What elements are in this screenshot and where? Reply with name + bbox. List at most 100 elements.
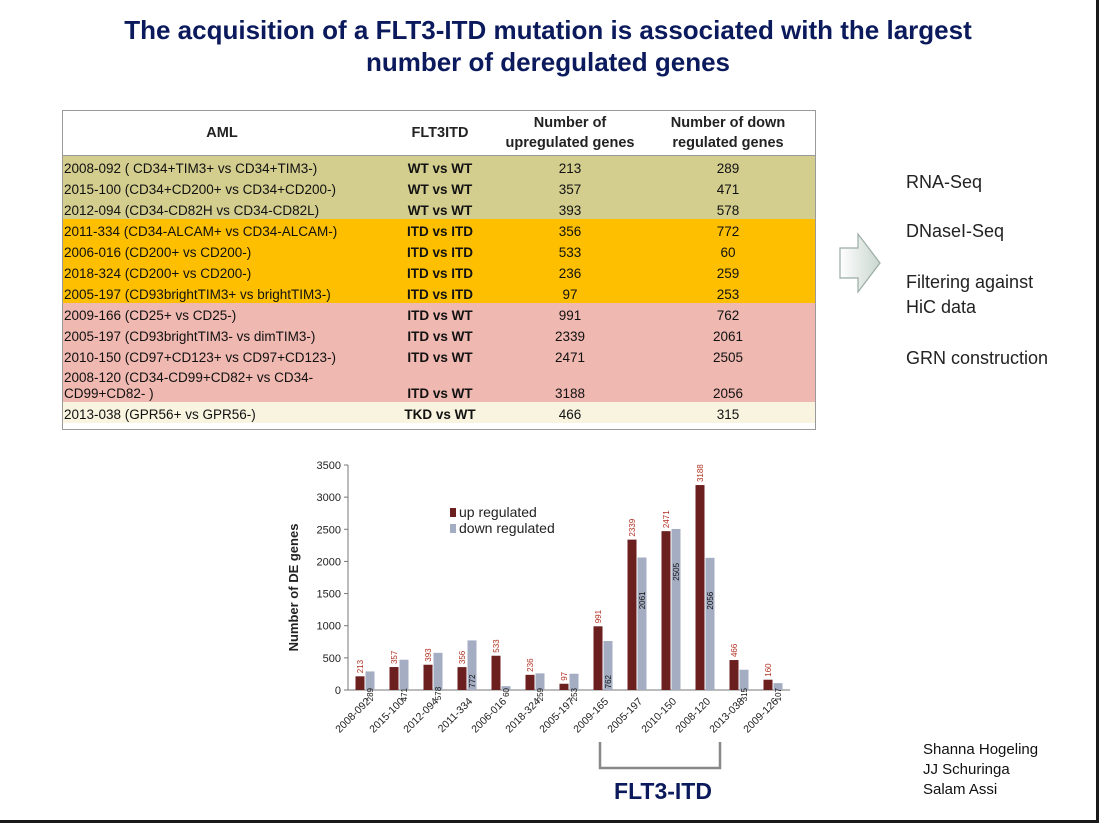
cell-down: 259 (641, 261, 815, 282)
data-label-down: 2056 (706, 591, 715, 609)
data-label-down: 259 (536, 687, 545, 701)
legend-swatch (450, 524, 456, 533)
bar-up-2013-038 (729, 660, 739, 690)
header-upregulated: Number of upregulated genes (499, 111, 641, 156)
bar-up-2010-150 (661, 531, 671, 690)
bar-down-2008-092 (365, 671, 375, 690)
data-label-up: 236 (526, 658, 535, 672)
author-3: Salam Assi (923, 781, 998, 798)
bar-down-2005-197 (569, 673, 579, 690)
data-label-down: 772 (468, 674, 477, 688)
data-label-up: 356 (458, 650, 467, 664)
data-label-up: 533 (492, 639, 501, 653)
de-genes-table: AML FLT3ITD Number of upregulated genes … (62, 110, 816, 430)
bar-down-2009-165 (603, 641, 613, 690)
cell-down: 289 (641, 155, 815, 177)
cell-flt3itd: ITD vs WT (381, 324, 499, 345)
y-tick-label: 500 (323, 653, 341, 665)
bar-down-2010-150 (671, 528, 681, 690)
bar-up-2009-165 (593, 626, 603, 690)
de-genes-bar-chart: 0 500 1000 1500 2000 2500 3000 3500 Number of DE… (286, 460, 790, 736)
cell-down: 2056 (641, 366, 815, 402)
header-down-line1: Number of down (670, 115, 786, 131)
x-tick-label: 2006-016 (469, 696, 509, 736)
cell-down: 578 (641, 198, 815, 219)
bar-up-2005-197 (559, 683, 569, 690)
x-tick-label: 2010-150 (639, 696, 679, 736)
table-row: 2010-150 (CD97+CD123+ vs CD97+CD123-) IT… (63, 345, 815, 366)
data-label-up: 393 (424, 648, 433, 662)
title-line-1: The acquisition of a FLT3-ITD mutation i… (124, 15, 972, 45)
cell-aml: 2015-100 (CD34+CD200+ vs CD34+CD200-) (63, 177, 381, 198)
cell-aml: 2010-150 (CD97+CD123+ vs CD97+CD123-) (63, 345, 381, 366)
header-downregulated: Number of down regulated genes (641, 111, 815, 156)
y-tick-label: 1000 (317, 621, 341, 633)
cell-flt3itd: ITD vs WT (381, 303, 499, 324)
data-label-down: 107 (774, 687, 783, 701)
slide-title: The acquisition of a FLT3-ITD mutation i… (20, 14, 1076, 78)
table-row: 2005-197 (CD93brightTIM3+ vs brightTIM3-… (63, 282, 815, 303)
cell-aml: 2008-092 ( CD34+TIM3+ vs CD34+TIM3-) (63, 155, 381, 177)
cell-aml: 2012-094 (CD34-CD82H vs CD34-CD82L) (63, 198, 381, 219)
chevron-right-arrow-icon (839, 232, 881, 294)
cell-down: 253 (641, 282, 815, 303)
table-row: 2009-166 (CD25+ vs CD25-) ITD vs WT 991 … (63, 303, 815, 324)
cell-flt3itd: ITD vs ITD (381, 261, 499, 282)
table-row: 2006-016 (CD200+ vs CD200-) ITD vs ITD 5… (63, 240, 815, 261)
y-tick-label: 0 (335, 685, 341, 697)
cell-up: 213 (499, 155, 641, 177)
x-tick-label: 2008-120 (673, 696, 713, 736)
header-up-line2: upregulated genes (505, 135, 635, 151)
bar-down-2005-197 (637, 557, 647, 690)
table-row: 2008-120 (CD34-CD99+CD82+ vs CD34-CD99+C… (63, 366, 815, 402)
bar-down-2015-100 (399, 659, 409, 690)
cell-up: 357 (499, 177, 641, 198)
table-header-row: AML FLT3ITD Number of upregulated genes … (63, 111, 815, 156)
cell-down: 2505 (641, 345, 815, 366)
data-label-up: 991 (594, 609, 603, 623)
side-item-rna-seq: RNA-Seq (906, 172, 983, 192)
cell-down: 762 (641, 303, 815, 324)
cell-up: 97 (499, 282, 641, 303)
cell-flt3itd: ITD vs WT (381, 366, 499, 402)
table-row: 2018-324 (CD200+ vs CD200-) ITD vs ITD 2… (63, 261, 815, 282)
data-label-down: 471 (400, 687, 409, 701)
data-label-up: 97 (560, 671, 569, 680)
x-tick-label: 2018-324 (503, 696, 543, 736)
cell-flt3itd: ITD vs WT (381, 345, 499, 366)
title-line-2: number of deregulated genes (365, 47, 731, 77)
table-row: 2008-092 ( CD34+TIM3+ vs CD34+TIM3-) WT … (63, 155, 815, 177)
table-row: 2005-197 (CD93brightTIM3- vs dimTIM3-) I… (63, 324, 815, 345)
y-tick-label: 3500 (317, 460, 341, 472)
data-label-up: 160 (764, 663, 773, 677)
cell-flt3itd: WT vs WT (381, 177, 499, 198)
cell-down: 471 (641, 177, 815, 198)
y-tick-label: 3000 (317, 492, 341, 504)
cell-up: 356 (499, 219, 641, 240)
bar-up-2008-120 (695, 485, 705, 690)
data-label-up: 357 (390, 650, 399, 664)
cell-flt3itd: TKD vs WT (381, 402, 499, 423)
x-tick-label: 2008-092 (333, 696, 373, 736)
data-label-down: 315 (740, 687, 749, 701)
data-label-down: 253 (570, 687, 579, 701)
header-up-line1: Number of (533, 115, 607, 131)
legend-swatch (450, 508, 456, 517)
cell-aml: 2013-038 (GPR56+ vs GPR56-) (63, 402, 381, 423)
bar-down-2018-324 (535, 673, 545, 690)
bar-up-2005-197 (627, 539, 637, 690)
cell-aml: 2005-197 (CD93brightTIM3- vs dimTIM3-) (63, 324, 381, 345)
cell-flt3itd: ITD vs ITD (381, 219, 499, 240)
bar-down-2013-038 (739, 669, 749, 690)
data-label-up: 2339 (628, 518, 637, 536)
cell-aml: 2008-120 (CD34-CD99+CD82+ vs CD34-CD99+C… (63, 366, 381, 402)
flt3-itd-label: FLT3-ITD (614, 778, 712, 804)
cell-up: 533 (499, 240, 641, 261)
cell-flt3itd: ITD vs ITD (381, 240, 499, 261)
legend-label: up regulated (459, 504, 537, 520)
y-tick-label: 2500 (317, 524, 341, 536)
bar-up-2006-016 (491, 655, 501, 690)
bar-up-2012-094 (423, 664, 433, 690)
bar-down-2011-334 (467, 640, 477, 690)
